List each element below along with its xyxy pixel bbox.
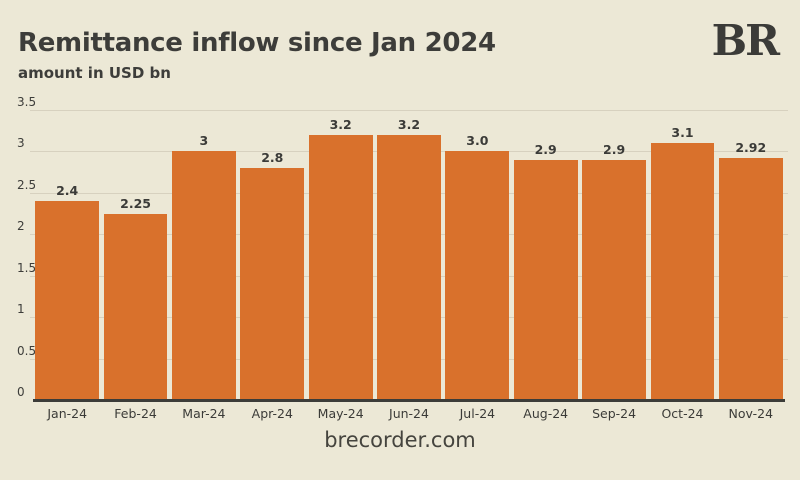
chart-subtitle: amount in USD bn: [18, 64, 171, 82]
bar-value-label: 3.2: [397, 116, 421, 132]
bar-value-label: 3.1: [671, 125, 694, 141]
bar-value-label: 2.25: [120, 195, 151, 211]
bar: [240, 168, 305, 400]
x-axis-tick-label: Jul-24: [459, 406, 496, 421]
y-axis-tick-label: 3: [17, 136, 25, 151]
x-axis-tick-label: May-24: [317, 406, 364, 421]
y-axis-tick-label: 2.5: [17, 177, 37, 192]
y-axis-tick-label: 3.5: [17, 95, 37, 109]
x-axis-line: [33, 399, 785, 402]
bar: [718, 158, 783, 400]
bar-value-label: 2.4: [56, 183, 79, 199]
y-axis-tick-label: 2: [17, 219, 25, 234]
x-axis-tick-label: Sep-24: [592, 406, 637, 421]
bar: [172, 151, 236, 400]
bar-value-label: 2.9: [603, 141, 626, 157]
bar: [103, 213, 168, 400]
x-axis-tick-label: Jun-24: [389, 406, 429, 421]
bar: [377, 134, 441, 400]
bar-value-label: 3.0: [466, 133, 489, 149]
x-axis-tick-label: Nov-24: [728, 406, 774, 421]
x-axis-tick-label: Aug-24: [523, 406, 569, 421]
x-axis-tick-label: Oct-24: [661, 406, 704, 421]
y-axis-tick-label: 1.5: [17, 260, 37, 275]
bar-value-label: 3: [199, 133, 209, 149]
br-logo: BR: [711, 16, 780, 65]
x-axis-tick-label: Jan-24: [47, 406, 88, 421]
bar-value-label: 2.8: [261, 150, 284, 165]
bar: [513, 159, 578, 400]
bar: [582, 159, 647, 400]
bar: [35, 201, 100, 400]
x-axis-tick-label: Apr-24: [251, 406, 293, 421]
x-axis-tick-label: Mar-24: [182, 406, 226, 421]
y-axis-tick-label: 0.5: [17, 343, 37, 358]
bar-value-label: 2.92: [735, 140, 767, 156]
bar-value-label: 2.9: [534, 141, 557, 157]
bar: [308, 134, 373, 400]
bar: [445, 151, 510, 400]
y-axis-tick-label: 0: [17, 385, 25, 399]
source-website: brecorder.com: [324, 428, 476, 452]
y-axis-tick-label: 1: [17, 302, 25, 317]
bar: [650, 143, 715, 400]
bar-value-label: 3.2: [329, 116, 352, 132]
y-gridline: [30, 110, 788, 111]
chart-title: Remittance inflow since Jan 2024: [18, 28, 496, 58]
x-axis-tick-label: Feb-24: [114, 406, 157, 421]
